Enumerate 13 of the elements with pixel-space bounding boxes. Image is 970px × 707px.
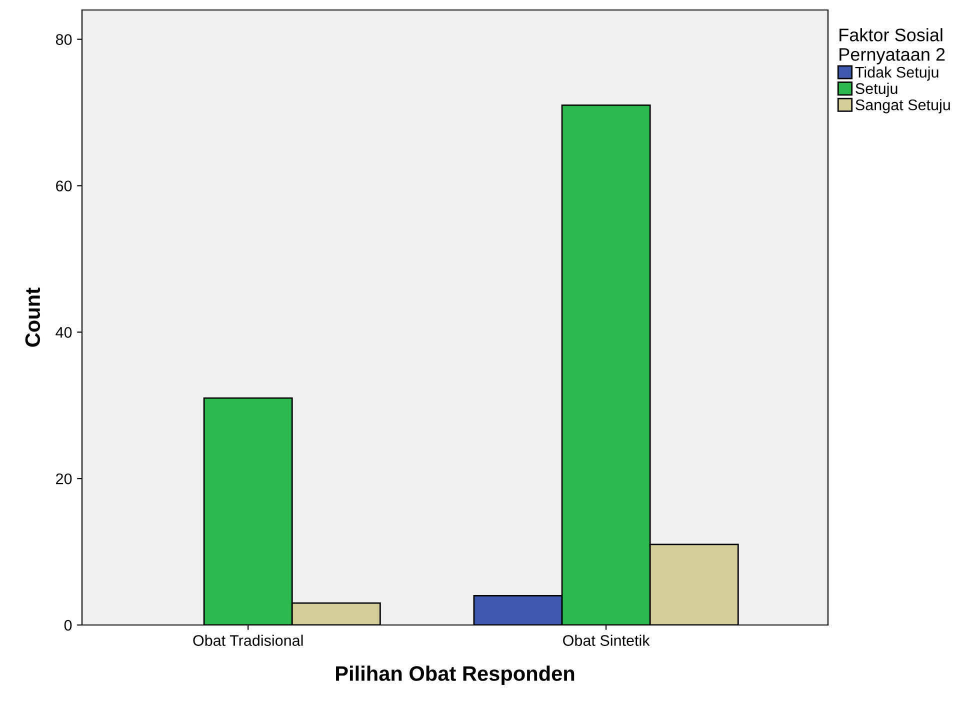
y-tick-label: 20 — [56, 473, 72, 484]
legend-label: Setuju — [856, 82, 898, 98]
y-axis-title: Count — [25, 288, 40, 347]
legend-title: Faktor Sosial Pernyataan 2 — [840, 28, 945, 64]
y-tick-label: 0 — [64, 620, 72, 631]
y-tick-label: 60 — [56, 180, 72, 192]
x-tick-label: Obat Sintetik — [563, 634, 650, 646]
y-tick-label: 40 — [56, 327, 72, 338]
x-axis-title: Pilihan Obat Responden — [336, 666, 574, 686]
legend-label: Tidak Setuju — [855, 66, 938, 81]
legend-label: Sangat Setuju — [856, 99, 950, 114]
x-tick-label: Obat Tradisional — [193, 634, 303, 646]
y-tick-label: 80 — [56, 34, 72, 45]
